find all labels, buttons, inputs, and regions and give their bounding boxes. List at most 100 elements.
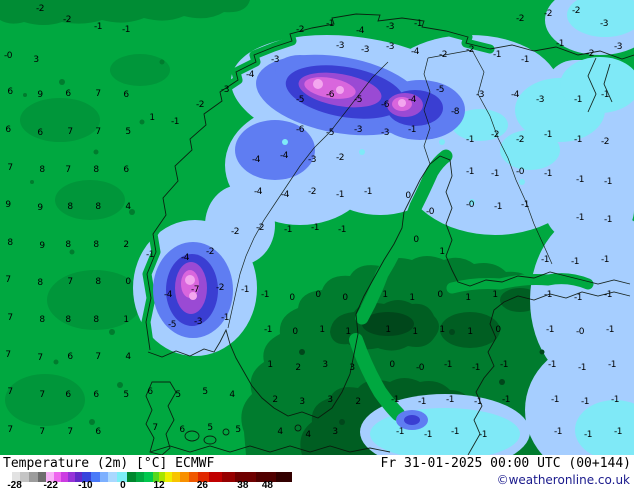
- bornholm-island: [294, 424, 302, 432]
- temp-label: -1: [544, 169, 552, 179]
- temp-label: -1: [584, 430, 592, 440]
- temp-label: -2: [256, 223, 264, 233]
- temp-label: -1: [546, 325, 554, 335]
- scale-segment: [275, 472, 292, 482]
- temp-label: 6: [95, 427, 101, 437]
- temp-label: 6: [123, 90, 129, 100]
- scale-segment: [255, 472, 276, 482]
- temp-label: 6: [65, 390, 71, 400]
- temperature-field-svg: [0, 0, 634, 455]
- scale-segment: [28, 472, 38, 482]
- danish-island-2: [203, 435, 217, 445]
- temp-label: -1: [500, 360, 508, 370]
- cold-speckles: [282, 139, 525, 205]
- temp-label: 7: [39, 390, 45, 400]
- scale-segment: [209, 472, 223, 482]
- temp-label: 0: [125, 277, 131, 287]
- temp-label: -1: [544, 130, 552, 140]
- temp-label: -1: [94, 22, 102, 32]
- scale-segment: [144, 472, 154, 482]
- temp-label: 7: [37, 353, 43, 363]
- temp-label: 2: [272, 395, 278, 405]
- temp-label: -1: [556, 39, 564, 49]
- cold-region-cyan: [370, 0, 634, 455]
- scale-segment: [171, 472, 181, 482]
- scale-segment: [82, 472, 92, 482]
- temp-label: -1: [391, 395, 399, 405]
- temp-label: -6: [326, 90, 334, 100]
- temp-label: -2: [336, 153, 344, 163]
- temp-label: 7: [7, 313, 13, 323]
- temp-label: 0: [292, 327, 298, 337]
- temp-label: -0: [516, 167, 524, 177]
- temp-label: -4: [408, 95, 416, 105]
- norway-coastline: [145, 13, 491, 351]
- temp-label: 3: [322, 360, 328, 370]
- temp-label: 0: [342, 293, 348, 303]
- temp-label: -4: [280, 151, 288, 161]
- temp-label: 8: [39, 315, 45, 325]
- temp-label: 7: [7, 387, 13, 397]
- temp-label: 2: [355, 397, 361, 407]
- dark-speckles-southeast: [299, 329, 545, 425]
- temp-label: -1: [396, 427, 404, 437]
- temp-label: -1: [444, 360, 452, 370]
- temp-label: 0: [315, 290, 321, 300]
- color-scale-bar: [3, 472, 292, 482]
- scale-segment: [158, 472, 165, 482]
- temp-label: 6: [37, 128, 43, 138]
- temp-label: 1: [123, 315, 129, 325]
- scale-segment: [189, 472, 198, 482]
- temp-label: 1: [409, 293, 415, 303]
- border-finland-russia: [471, 49, 553, 265]
- temp-label: 1: [467, 327, 473, 337]
- temp-label: -2: [586, 49, 594, 59]
- temp-label: 7: [95, 127, 101, 137]
- temp-label: -4: [511, 90, 519, 100]
- temp-label: -2: [544, 9, 552, 19]
- legend-bar: Temperature (2m) [°C] ECMWF Fr 31-01-202…: [0, 455, 634, 490]
- scale-segment: [91, 472, 100, 482]
- scale-segment: [135, 472, 145, 482]
- scale-tick-label: -22: [43, 480, 58, 490]
- temp-label: 9: [37, 90, 43, 100]
- border-norway-sweden: [227, 61, 389, 329]
- temp-label: -4: [252, 155, 260, 165]
- temp-label: 7: [5, 350, 11, 360]
- copyright-link[interactable]: ©weatheronline.co.uk: [496, 473, 630, 487]
- temp-label: 3: [299, 397, 305, 407]
- temp-label: 8: [93, 240, 99, 250]
- temp-label: -1: [544, 290, 552, 300]
- temp-label: -1: [364, 187, 372, 197]
- baltic-coastline: [147, 155, 631, 419]
- temp-label: -2: [36, 4, 44, 14]
- temp-label: -1: [551, 395, 559, 405]
- temp-label: -6: [296, 125, 304, 135]
- temp-label: -1: [414, 19, 422, 29]
- temp-label: -3: [354, 125, 362, 135]
- temp-label: 7: [67, 127, 73, 137]
- temp-label: 7: [95, 352, 101, 362]
- arctic-russia-coastline: [489, 44, 634, 60]
- temp-label: -1: [576, 213, 584, 223]
- temp-label: 8: [67, 202, 73, 212]
- temp-label: -1: [604, 215, 612, 225]
- scale-segment: [20, 472, 29, 482]
- scale-tick-label: 12: [153, 480, 165, 490]
- temp-label: 2: [123, 240, 129, 250]
- legend-text-row: Temperature (2m) [°C] ECMWF Fr 31-01-202…: [0, 455, 634, 471]
- temp-label: 4: [277, 427, 283, 437]
- coastlines-and-borders: [145, 13, 634, 455]
- white-sea-inlet-2: [603, 63, 613, 103]
- temp-label: -1: [541, 255, 549, 265]
- temp-label: -1: [451, 427, 459, 437]
- temp-label: 6: [123, 165, 129, 175]
- temp-label: 6: [179, 425, 185, 435]
- temp-label: -0: [426, 207, 434, 217]
- temp-label: -3: [221, 85, 229, 95]
- scale-segment: [3, 472, 12, 482]
- denmark-outline: [145, 381, 177, 455]
- temp-label: -1: [474, 397, 482, 407]
- temp-label: 7: [67, 427, 73, 437]
- temp-label: -1: [574, 95, 582, 105]
